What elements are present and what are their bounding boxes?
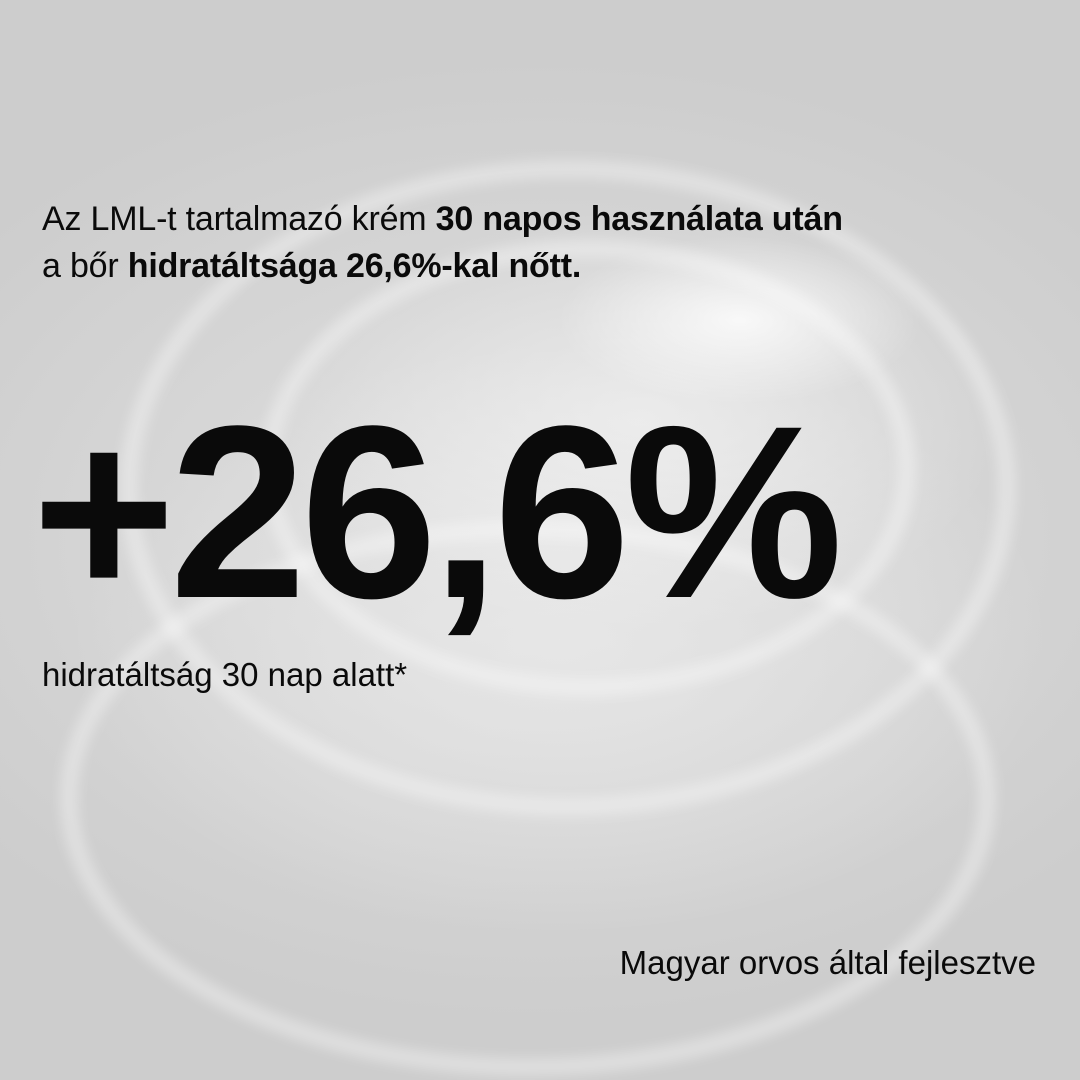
intro-bold1: 30 napos használata után xyxy=(435,200,843,238)
intro-part2: a bőr xyxy=(42,247,128,285)
stat-caption: hidratáltság 30 nap alatt* xyxy=(42,656,408,693)
footer-text: Magyar orvos által fejlesztve xyxy=(619,944,1036,981)
intro-text: Az LML-t tartalmazó krém 30 napos haszná… xyxy=(42,196,843,290)
intro-bold2: hidratáltsága 26,6%-kal nőtt. xyxy=(127,247,582,285)
intro-part1: Az LML-t tartalmazó krém xyxy=(42,200,436,238)
stat-value: +26,6% xyxy=(32,375,843,650)
